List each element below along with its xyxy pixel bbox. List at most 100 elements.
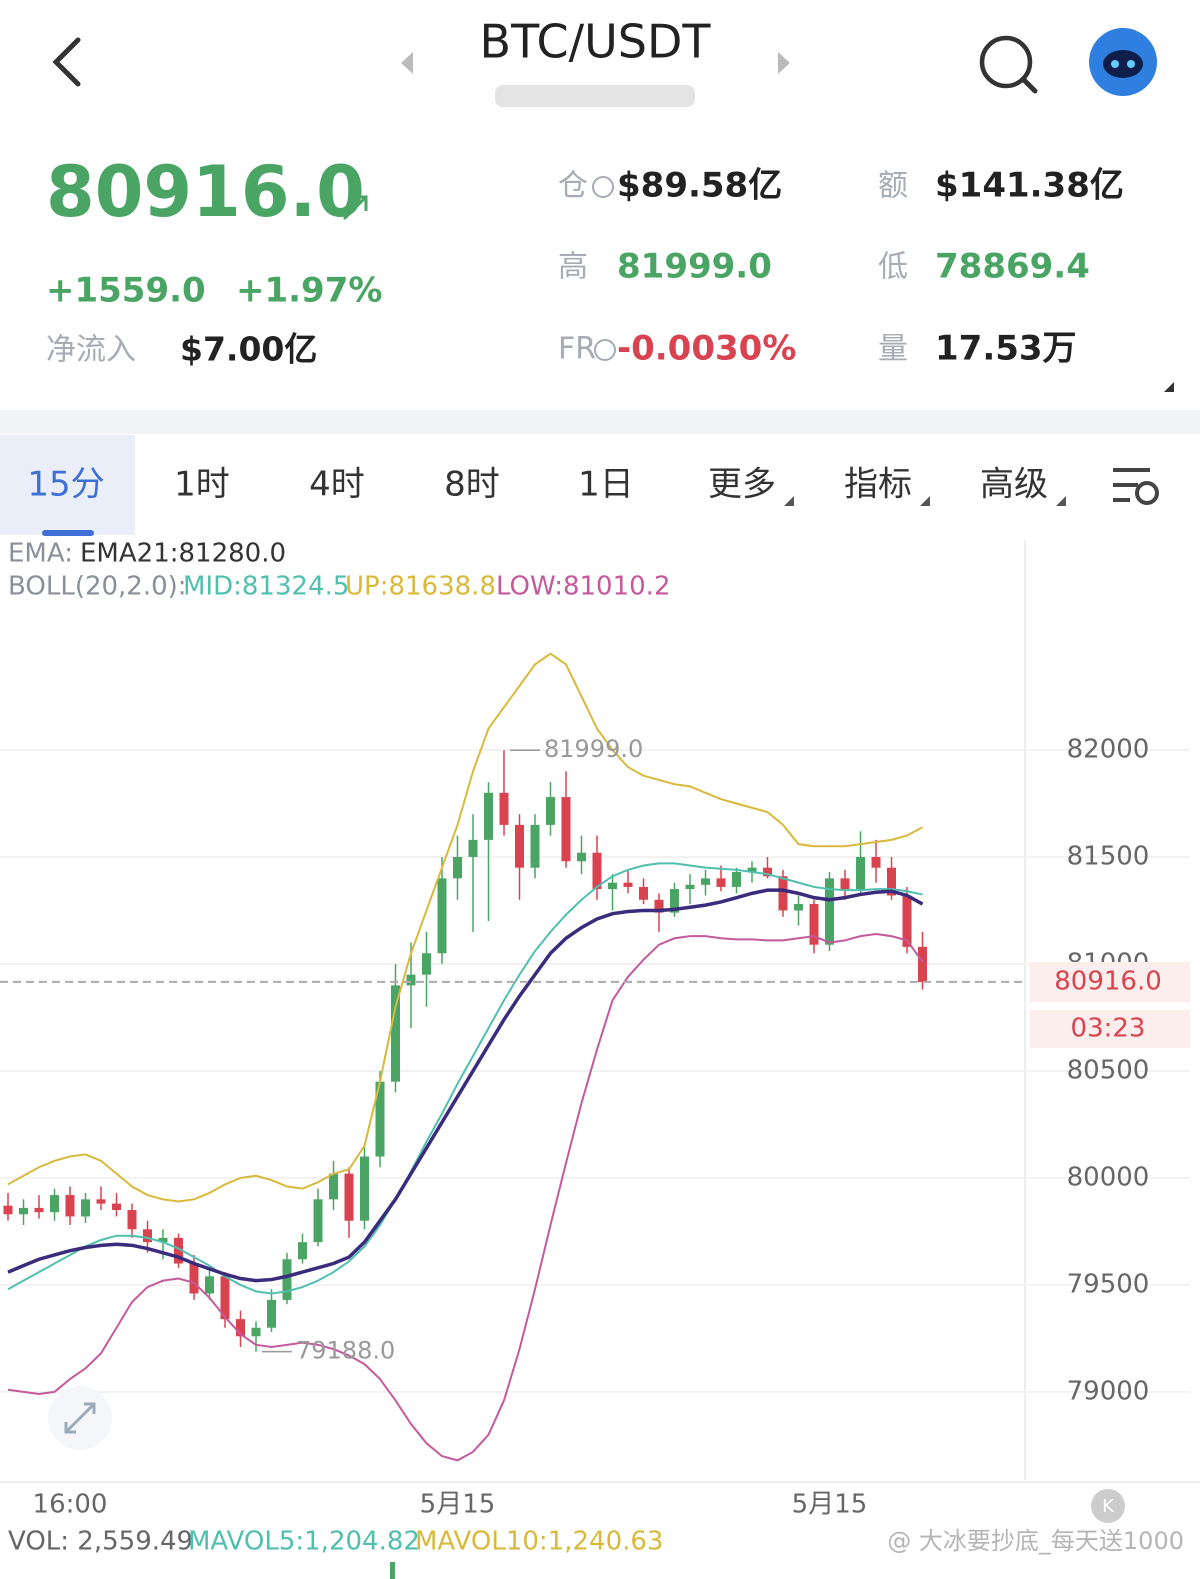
timeframe-tab[interactable]: 4时 <box>309 465 365 505</box>
candle-body <box>670 889 679 913</box>
candle-body <box>654 899 664 913</box>
pair-title: BTC/USDT <box>480 15 712 69</box>
next-pair[interactable] <box>778 52 790 74</box>
svg-text:K: K <box>1102 1496 1115 1517</box>
stat-label: 仓 <box>558 169 588 204</box>
candle-body <box>794 904 803 911</box>
indicator-legend: UP:81638.8 <box>345 572 496 602</box>
dropdown-caret <box>1056 496 1066 506</box>
candle-body <box>468 839 478 857</box>
indicator-line <box>7 862 923 1295</box>
candle-body <box>143 1229 152 1243</box>
candle-body <box>205 1276 214 1294</box>
extreme-label: 79188.0 <box>296 1337 395 1365</box>
search-button[interactable] <box>979 35 1038 94</box>
stat-label: 额 <box>878 169 908 204</box>
candle-body <box>189 1263 199 1294</box>
info-icon <box>592 176 614 198</box>
stat-value: 78869.4 <box>935 247 1090 287</box>
candle-body <box>701 878 710 885</box>
dropdown-caret <box>784 496 794 506</box>
price-tag-bg <box>1030 961 1190 1002</box>
inflow: $7.00亿 <box>180 330 317 369</box>
back-button[interactable] <box>52 37 81 87</box>
candle-body <box>561 797 571 862</box>
candle-body <box>96 1199 106 1204</box>
avatar[interactable] <box>1089 28 1157 96</box>
y-tick-label: 80000 <box>1067 1162 1150 1192</box>
timeframe-tab[interactable]: 1时 <box>174 465 230 505</box>
stat-label: 低 <box>878 250 908 285</box>
y-tick-label: 79000 <box>1067 1376 1150 1406</box>
y-tick-label: 80500 <box>1067 1055 1150 1085</box>
candle-body <box>50 1195 59 1213</box>
indicator-line <box>7 932 924 1462</box>
candle-body <box>546 797 555 825</box>
indicator-legend: EMA: <box>8 539 73 569</box>
timeframe-tab[interactable]: 15分 <box>27 465 104 505</box>
change-pct: +1.97% <box>236 271 382 311</box>
candle-body <box>918 946 927 982</box>
timeframe-tab[interactable]: 指标 <box>844 465 912 505</box>
prev-pair[interactable] <box>401 52 413 74</box>
candle-body <box>65 1195 75 1217</box>
candle-body <box>530 824 540 868</box>
separator <box>0 410 1200 434</box>
expand-corner[interactable] <box>1164 382 1174 392</box>
k-button[interactable]: K <box>1091 1489 1125 1523</box>
candle-body <box>112 1203 121 1211</box>
timeframe-tab[interactable]: 高级 <box>980 465 1048 505</box>
price-tag: 80916.0 <box>1054 966 1162 996</box>
candle-body <box>34 1207 44 1213</box>
timeframe-tab[interactable]: 8时 <box>444 465 500 505</box>
timeframe-tab[interactable]: 1日 <box>578 465 634 505</box>
x-tick-label: 16:00 <box>33 1490 108 1520</box>
extreme-label: 81999.0 <box>544 735 643 763</box>
candle-body <box>158 1237 168 1243</box>
active-tab-bg <box>0 435 135 535</box>
chart-settings[interactable] <box>1113 468 1159 505</box>
candle-body <box>437 878 447 954</box>
y-tick-label: 82000 <box>1067 734 1150 764</box>
candle-body <box>732 871 741 887</box>
candle-body <box>81 1199 90 1217</box>
watermark: @ 大冰要抄底_每天送1000 <box>887 1527 1184 1555</box>
candle-body <box>391 985 400 1082</box>
volume-legend: VOL: 2,559.49 <box>8 1527 193 1557</box>
up-arrow <box>342 195 368 221</box>
candle-body <box>902 895 912 947</box>
candle-body <box>3 1205 13 1215</box>
candle-body <box>825 878 834 945</box>
indicator-line <box>7 888 924 1283</box>
candle-body <box>220 1276 230 1320</box>
info-icon <box>594 339 616 361</box>
y-tick-label: 79500 <box>1067 1269 1150 1299</box>
volume-legend: MAVOL10:1,240.63 <box>415 1527 663 1557</box>
candle-body <box>484 792 493 840</box>
inflow-label: 净流入 <box>46 333 136 368</box>
timeframe-tab[interactable]: 更多 <box>708 465 776 505</box>
indicator-legend: MID:81324.5 <box>183 572 349 602</box>
indicator-legend: BOLL(20,2.0): <box>8 572 187 602</box>
candle-body <box>716 878 726 887</box>
stat-label: 量 <box>878 332 908 367</box>
candle-body <box>639 886 648 900</box>
volume-bar <box>390 1562 395 1579</box>
candle-body <box>406 974 416 986</box>
candle-body <box>313 1199 323 1243</box>
fullscreen-button[interactable] <box>48 1386 112 1450</box>
candle-body <box>344 1173 354 1221</box>
y-tick-label: 81500 <box>1067 841 1150 871</box>
stat-value: 17.53万 <box>935 329 1077 369</box>
indicator-legend: EMA21:81280.0 <box>80 539 286 569</box>
candle-body <box>422 953 431 975</box>
stat-label: FR <box>558 332 596 367</box>
indicator-line <box>7 652 923 1203</box>
last-price: 80916.0 <box>46 151 365 233</box>
candle-body <box>592 852 602 890</box>
candle-body <box>329 1173 338 1200</box>
candle-body <box>174 1237 183 1264</box>
blurred-subtitle <box>495 85 695 107</box>
